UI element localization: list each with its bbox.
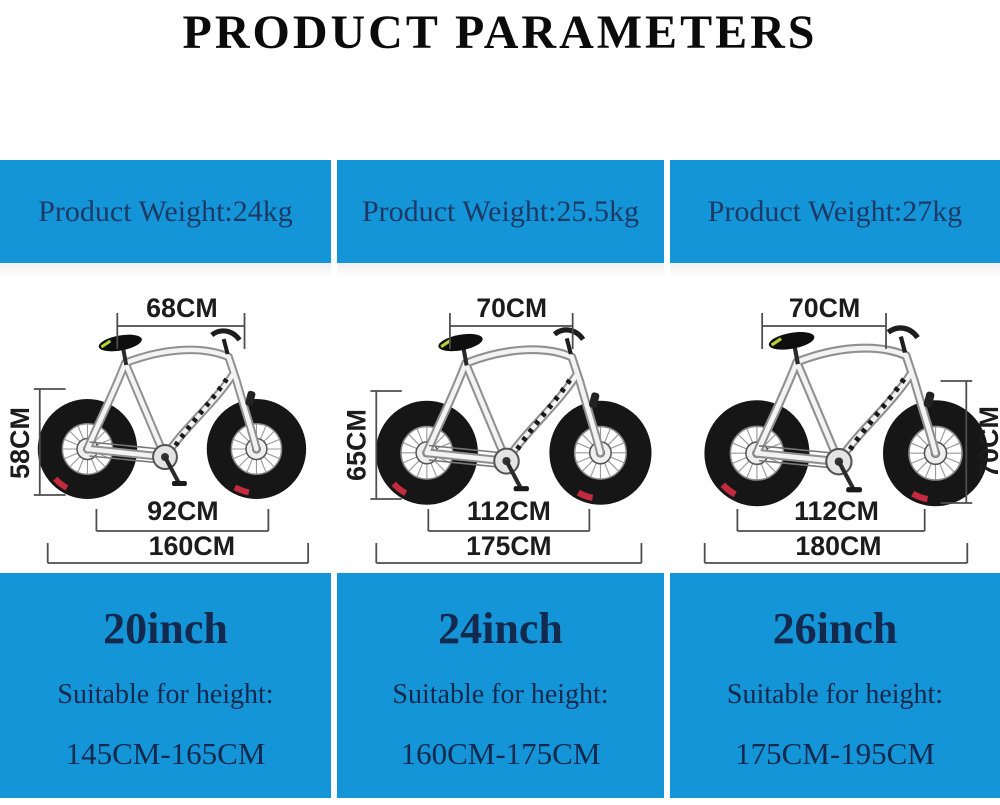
dim-top: 70CM: [449, 293, 574, 349]
dim-side: 65CM: [342, 390, 402, 500]
dim-hub: 92CM: [95, 496, 270, 532]
bike-dimension-diagram-26inch: 70CM 70CM 112CM 1: [670, 293, 1000, 564]
weight-label: Product Weight:25.5kg: [361, 194, 640, 228]
size-card-row: 20inch Suitable for height: 145CM-165CM …: [0, 573, 1000, 798]
dim-total: 160CM: [46, 531, 310, 564]
height-range: 175CM-195CM: [735, 736, 935, 771]
bike-diagram-row: 68CM 58CM 92CM 16: [0, 263, 1000, 573]
dim-hub-label: 112CM: [467, 496, 551, 526]
dim-total-label: 180CM: [795, 531, 881, 561]
bike-panel-26inch: 70CM 70CM 112CM 1: [670, 263, 1000, 573]
height-range: 145CM-165CM: [65, 736, 266, 771]
weight-banner-20inch: Product Weight:24kg: [0, 160, 331, 263]
page-title: PRODUCT PARAMETERS: [182, 6, 818, 59]
suitable-height-label: Suitable for height:: [726, 679, 944, 710]
dim-side-label: 65CM: [342, 409, 372, 481]
height-range: 160CM-175CM: [400, 736, 601, 771]
bike-panel-20inch: 68CM 58CM 92CM 16: [0, 263, 331, 573]
weight-label: Product Weight:27kg: [707, 194, 963, 228]
dim-side-label: 70CM: [974, 406, 1000, 478]
dim-top: 68CM: [116, 293, 246, 349]
size-card-26inch: 26inch Suitable for height: 175CM-195CM: [670, 573, 1000, 798]
bike-illustration: [366, 330, 652, 515]
weight-label: Product Weight:24kg: [38, 194, 293, 228]
dim-top-label: 70CM: [789, 293, 860, 323]
dim-total-label: 175CM: [466, 531, 551, 561]
bike-dimension-diagram-20inch: 68CM 58CM 92CM 16: [5, 293, 331, 564]
dim-top: 70CM: [761, 293, 887, 349]
size-title: 26inch: [772, 604, 898, 653]
dim-total: 180CM: [703, 531, 969, 564]
size-card-24inch: 24inch Suitable for height: 160CM-175CM: [337, 573, 664, 798]
bike-panel-24inch: 70CM 65CM 112CM 1: [337, 263, 664, 573]
dim-hub-label: 92CM: [147, 496, 219, 526]
size-title: 24inch: [438, 604, 563, 653]
dim-total-label: 160CM: [149, 531, 235, 561]
dim-top-label: 68CM: [146, 293, 218, 323]
bike-dimension-diagram-24inch: 70CM 65CM 112CM 1: [342, 293, 664, 564]
suitable-height-label: Suitable for height:: [392, 679, 609, 710]
header: PRODUCT PARAMETERS: [0, 0, 1000, 160]
dim-side: 58CM: [5, 388, 66, 496]
suitable-height-label: Suitable for height:: [57, 679, 274, 710]
bike-illustration: [28, 331, 307, 509]
weight-banner-27inch: Product Weight:27kg: [670, 160, 1000, 263]
dim-hub-label: 112CM: [794, 496, 879, 526]
weight-banner-24inch: Product Weight:25.5kg: [337, 160, 664, 263]
dim-total: 175CM: [375, 531, 643, 564]
bike-illustration: [694, 328, 989, 516]
dim-side-label: 58CM: [5, 407, 35, 479]
dim-top-label: 70CM: [476, 293, 547, 323]
dim-hub: 112CM: [736, 496, 926, 532]
size-title: 20inch: [103, 604, 228, 653]
size-card-20inch: 20inch Suitable for height: 145CM-165CM: [0, 573, 331, 798]
dim-hub: 112CM: [427, 496, 591, 532]
dim-side: 70CM: [940, 380, 1000, 504]
weight-banner-row: Product Weight:24kg Product Weight:25.5k…: [0, 160, 1000, 263]
